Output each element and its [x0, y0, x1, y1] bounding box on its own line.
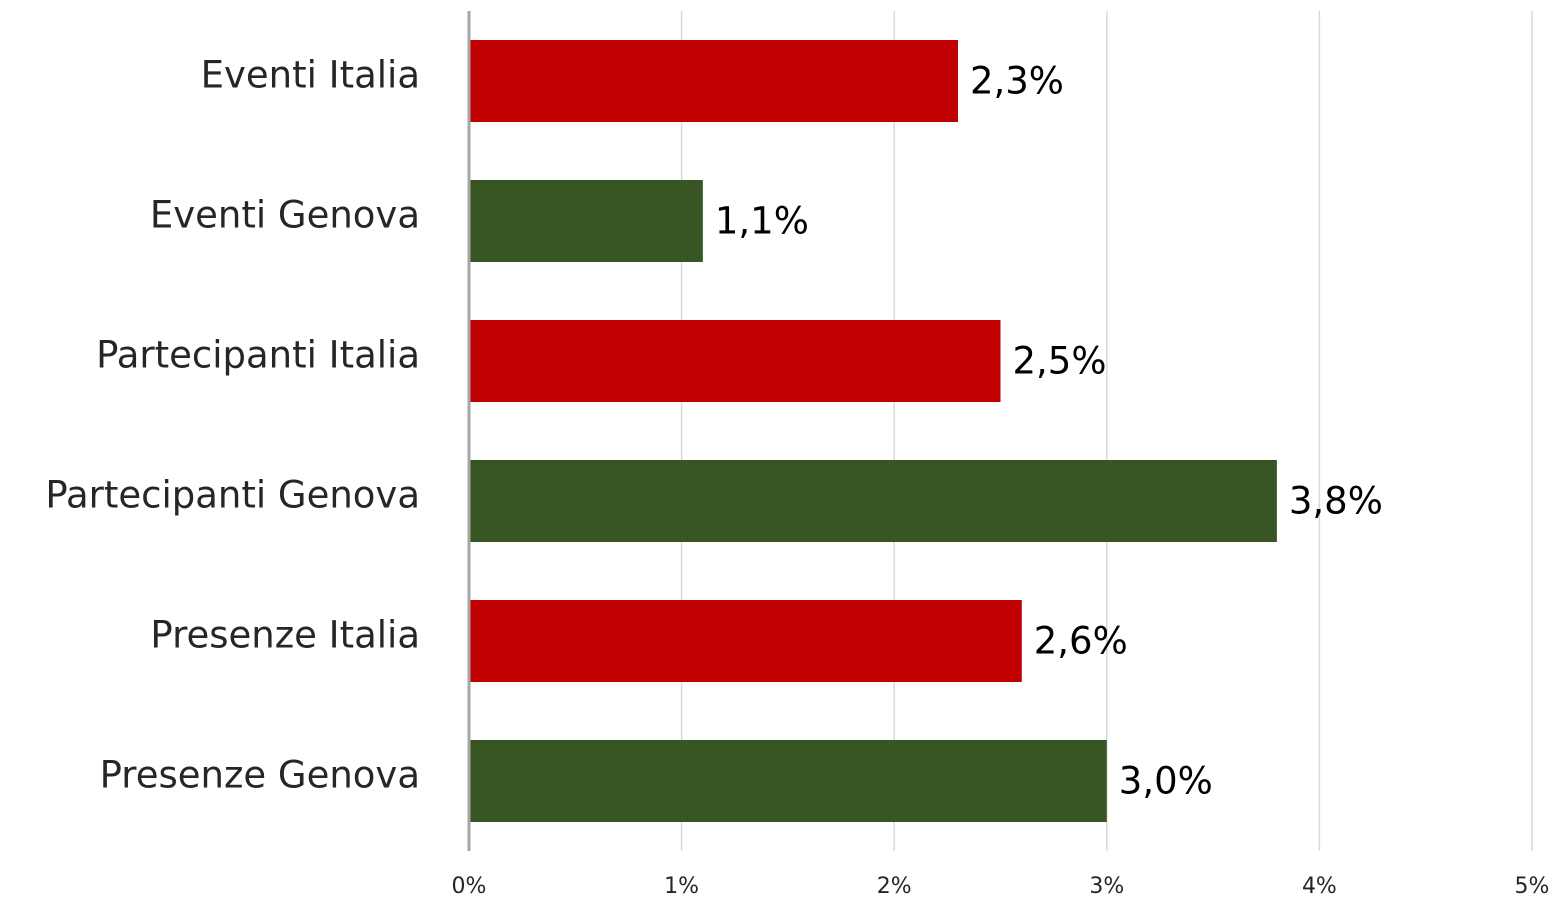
x-tick-label: 0%: [452, 874, 487, 899]
bar: [470, 180, 703, 262]
x-tick-label: 4%: [1302, 874, 1337, 899]
x-tick-label: 5%: [1515, 874, 1550, 899]
y-tick-label: Eventi Italia: [201, 54, 420, 97]
data-label: 3,8%: [1289, 480, 1383, 523]
data-label: 1,1%: [715, 200, 809, 243]
y-tick-label: Eventi Genova: [150, 194, 420, 237]
bar: [470, 460, 1277, 542]
bar: [470, 40, 958, 122]
data-label: 2,6%: [1034, 620, 1128, 663]
y-tick-label: Presenze Genova: [100, 754, 420, 797]
bar: [470, 740, 1107, 822]
data-label: 2,5%: [1013, 340, 1107, 383]
data-label: 3,0%: [1119, 760, 1213, 803]
bar: [470, 320, 1001, 402]
x-tick-label: 2%: [877, 874, 912, 899]
x-tick-label: 1%: [664, 874, 699, 899]
bar: [470, 600, 1022, 682]
data-label: 2,3%: [970, 60, 1064, 103]
x-tick-label: 3%: [1089, 874, 1124, 899]
y-tick-label: Presenze Italia: [150, 614, 420, 657]
y-tick-label: Partecipanti Italia: [96, 334, 420, 377]
y-tick-label: Partecipanti Genova: [45, 474, 420, 517]
